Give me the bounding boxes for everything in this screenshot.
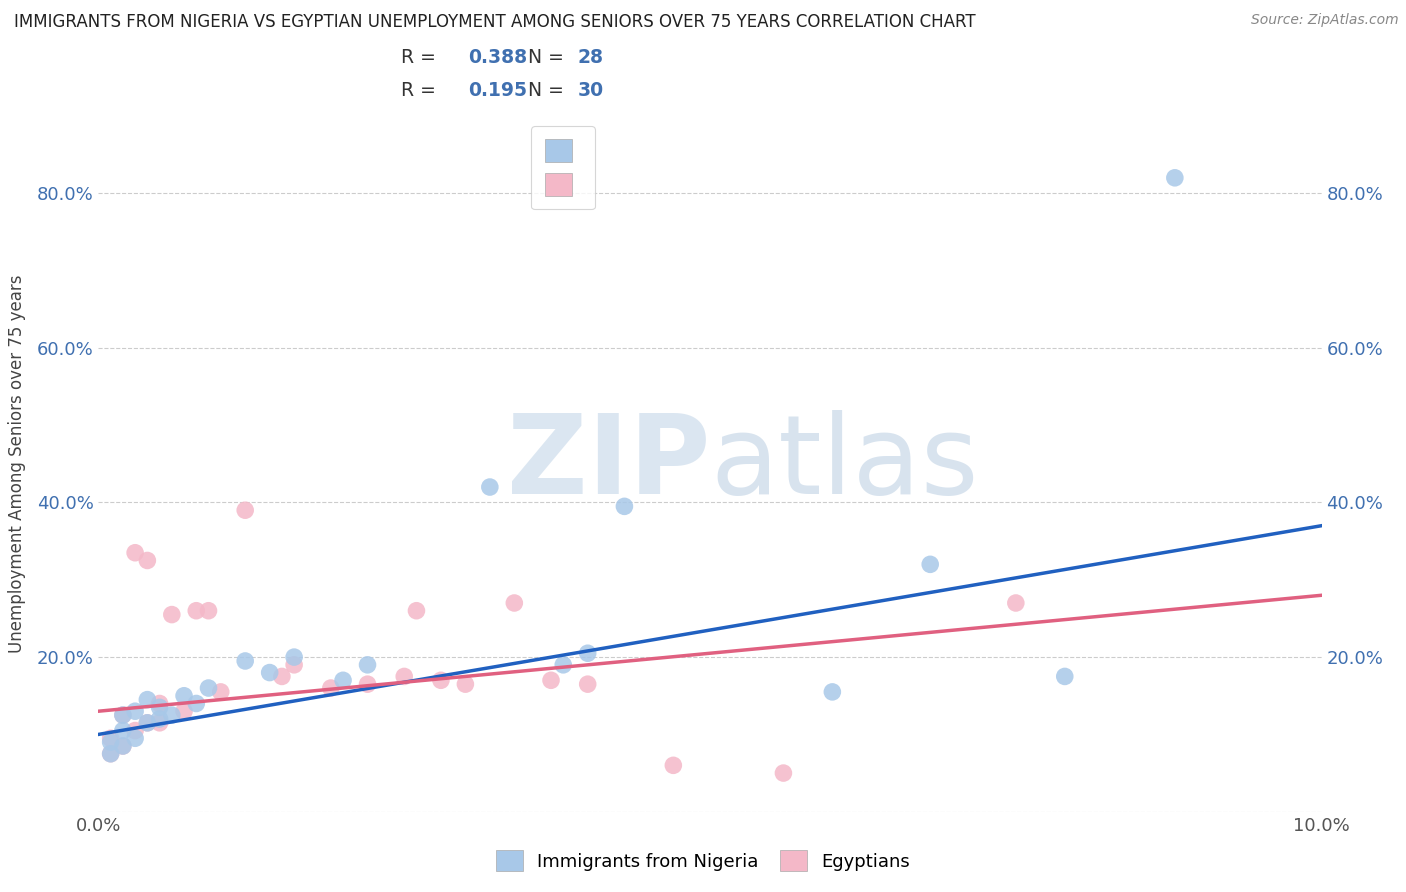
Point bbox=[160, 607, 183, 622]
Point bbox=[136, 715, 159, 730]
Point bbox=[100, 735, 122, 749]
Point bbox=[149, 700, 172, 714]
Point bbox=[111, 708, 134, 723]
Point bbox=[209, 685, 232, 699]
Point bbox=[259, 665, 281, 680]
Point bbox=[149, 697, 172, 711]
Point bbox=[111, 708, 134, 723]
Point bbox=[124, 546, 146, 560]
Point bbox=[124, 731, 146, 746]
Point bbox=[233, 503, 256, 517]
Text: ZIP: ZIP bbox=[506, 410, 710, 517]
Point bbox=[503, 596, 526, 610]
Text: R =: R = bbox=[401, 48, 441, 68]
Point bbox=[392, 669, 416, 683]
Point bbox=[356, 657, 378, 672]
Text: N =: N = bbox=[516, 48, 569, 68]
Point bbox=[283, 650, 305, 665]
Y-axis label: Unemployment Among Seniors over 75 years: Unemployment Among Seniors over 75 years bbox=[7, 275, 25, 653]
Point bbox=[111, 723, 134, 738]
Point bbox=[454, 677, 477, 691]
Point bbox=[233, 654, 256, 668]
Point bbox=[1004, 596, 1026, 610]
Point bbox=[100, 747, 122, 761]
Text: 28: 28 bbox=[578, 48, 603, 68]
Text: 0.195: 0.195 bbox=[468, 81, 527, 101]
Point bbox=[478, 480, 501, 494]
Point bbox=[405, 604, 427, 618]
Point bbox=[100, 747, 122, 761]
Point bbox=[1164, 170, 1187, 185]
Point bbox=[319, 681, 342, 695]
Legend: Immigrants from Nigeria, Egyptians: Immigrants from Nigeria, Egyptians bbox=[488, 843, 918, 879]
Point bbox=[540, 673, 562, 688]
Point bbox=[124, 704, 146, 718]
Point bbox=[197, 681, 219, 695]
Point bbox=[821, 685, 844, 699]
Point bbox=[186, 697, 208, 711]
Point bbox=[613, 500, 636, 514]
Point bbox=[270, 669, 292, 683]
Point bbox=[576, 677, 599, 691]
Point bbox=[173, 704, 195, 718]
Point bbox=[920, 558, 942, 572]
Legend: , : , bbox=[531, 126, 595, 210]
Point bbox=[356, 677, 378, 691]
Text: 0.388: 0.388 bbox=[468, 48, 527, 68]
Point bbox=[100, 731, 122, 746]
Text: 30: 30 bbox=[578, 81, 605, 101]
Point bbox=[160, 708, 183, 723]
Text: Source: ZipAtlas.com: Source: ZipAtlas.com bbox=[1251, 13, 1399, 28]
Point bbox=[430, 673, 453, 688]
Point bbox=[283, 657, 305, 672]
Point bbox=[136, 715, 159, 730]
Text: atlas: atlas bbox=[710, 410, 979, 517]
Point bbox=[149, 712, 172, 726]
Point bbox=[124, 723, 146, 738]
Text: IMMIGRANTS FROM NIGERIA VS EGYPTIAN UNEMPLOYMENT AMONG SENIORS OVER 75 YEARS COR: IMMIGRANTS FROM NIGERIA VS EGYPTIAN UNEM… bbox=[14, 13, 976, 31]
Point bbox=[662, 758, 685, 772]
Point bbox=[553, 657, 575, 672]
Text: R =: R = bbox=[401, 81, 441, 101]
Point bbox=[197, 604, 219, 618]
Point bbox=[332, 673, 354, 688]
Point bbox=[576, 646, 599, 660]
Point bbox=[111, 739, 134, 753]
Point bbox=[186, 604, 208, 618]
Point bbox=[111, 739, 134, 753]
Point bbox=[772, 766, 794, 780]
Point bbox=[173, 689, 195, 703]
Text: N =: N = bbox=[516, 81, 569, 101]
Point bbox=[136, 553, 159, 567]
Point bbox=[136, 692, 159, 706]
Point bbox=[149, 715, 172, 730]
Point bbox=[1053, 669, 1076, 683]
